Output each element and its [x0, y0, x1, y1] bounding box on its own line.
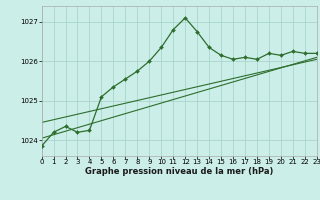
X-axis label: Graphe pression niveau de la mer (hPa): Graphe pression niveau de la mer (hPa)	[85, 167, 273, 176]
